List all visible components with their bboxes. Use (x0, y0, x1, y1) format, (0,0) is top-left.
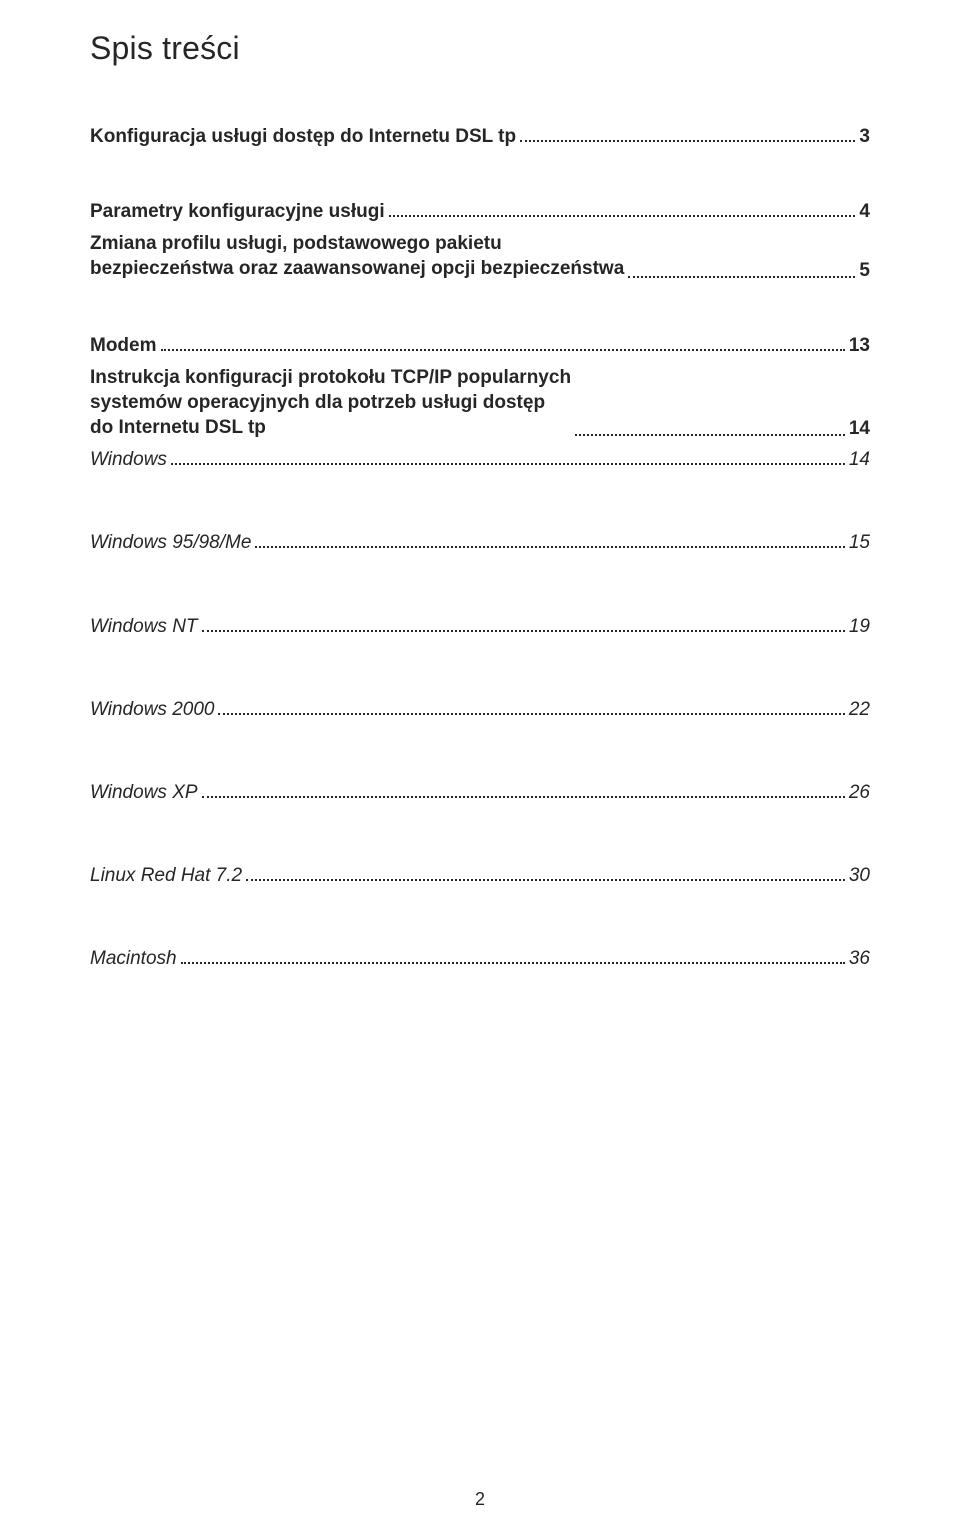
toc-entry: Zmiana profilu usługi, podstawowego paki… (90, 231, 870, 281)
toc-gap (90, 475, 870, 531)
toc-dots (520, 125, 855, 142)
toc-page: 14 (849, 449, 870, 471)
toc-entry: Windows 2000 22 (90, 698, 870, 721)
toc-dots (218, 698, 844, 715)
toc-dots (171, 448, 845, 465)
toc-label: Konfiguracja usługi dostęp do Internetu … (90, 126, 516, 148)
toc-gap (90, 152, 870, 200)
toc-dots (628, 260, 855, 277)
toc-list: Konfiguracja usługi dostęp do Internetu … (90, 125, 870, 970)
toc-page: 4 (859, 201, 870, 223)
toc-entry: Windows 95/98/Me 15 (90, 531, 870, 554)
toc-dots (389, 200, 856, 217)
toc-page: 30 (849, 865, 870, 887)
toc-page: 14 (849, 418, 870, 440)
toc-gap (90, 286, 870, 334)
toc-page: 36 (849, 948, 870, 970)
toc-page: 26 (849, 782, 870, 804)
toc-label: Windows (90, 449, 167, 471)
toc-dots (202, 614, 845, 631)
toc-page: 5 (859, 260, 870, 282)
toc-dots (161, 334, 845, 351)
toc-entry: Linux Red Hat 7.2 30 (90, 864, 870, 887)
page-content: Spis treści Konfiguracja usługi dostęp d… (0, 0, 960, 1014)
toc-dots (255, 531, 844, 548)
toc-dots (575, 419, 845, 436)
toc-label: Instrukcja konfiguracji protokołu TCP/IP… (90, 365, 571, 440)
page-number: 2 (0, 1489, 960, 1510)
toc-entry: Instrukcja konfiguracji protokołu TCP/IP… (90, 365, 870, 440)
toc-label: Zmiana profilu usługi, podstawowego paki… (90, 231, 624, 281)
toc-entry: Windows XP 26 (90, 781, 870, 804)
toc-label: Parametry konfiguracyjne usługi (90, 201, 385, 223)
toc-gap (90, 642, 870, 698)
toc-label: Windows XP (90, 782, 198, 804)
toc-page: 15 (849, 532, 870, 554)
toc-entry: Parametry konfiguracyjne usługi 4 (90, 200, 870, 223)
toc-label: Windows 2000 (90, 699, 214, 721)
toc-gap (90, 558, 870, 614)
toc-gap (90, 808, 870, 864)
toc-label: Modem (90, 335, 157, 357)
toc-page: 19 (849, 616, 870, 638)
toc-label: Macintosh (90, 948, 177, 970)
toc-title: Spis treści (90, 30, 870, 67)
toc-dots (202, 781, 845, 798)
toc-page: 3 (859, 126, 870, 148)
toc-dots (246, 864, 845, 881)
toc-gap (90, 725, 870, 781)
toc-label: Linux Red Hat 7.2 (90, 865, 242, 887)
toc-entry: Windows NT 19 (90, 614, 870, 637)
toc-entry: Modem 13 (90, 334, 870, 357)
toc-dots (181, 947, 845, 964)
toc-entry: Konfiguracja usługi dostęp do Internetu … (90, 125, 870, 148)
toc-gap (90, 891, 870, 947)
toc-entry: Macintosh 36 (90, 947, 870, 970)
toc-label: Windows 95/98/Me (90, 532, 251, 554)
toc-entry: Windows 14 (90, 448, 870, 471)
toc-page: 22 (849, 699, 870, 721)
toc-label: Windows NT (90, 616, 198, 638)
toc-page: 13 (849, 335, 870, 357)
